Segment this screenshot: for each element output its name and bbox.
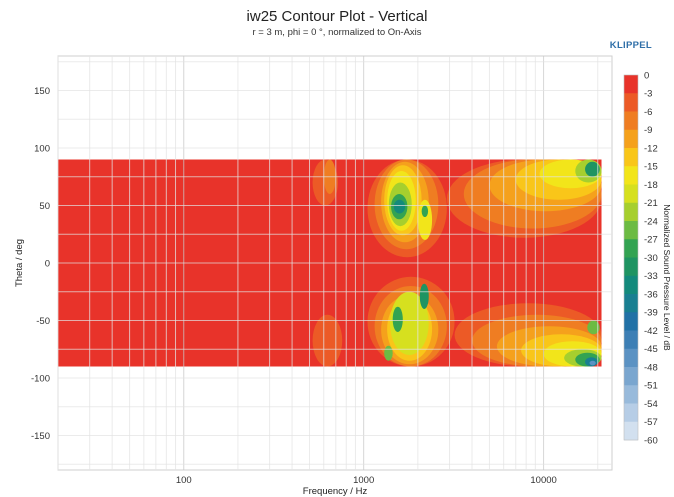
colorbar-band bbox=[624, 312, 638, 331]
colorbar-tick-label: -6 bbox=[644, 107, 652, 118]
colorbar-tick-label: -24 bbox=[644, 216, 658, 227]
contour-region bbox=[417, 199, 433, 240]
colorbar-tick-label: -39 bbox=[644, 308, 658, 319]
colorbar-band bbox=[624, 257, 638, 277]
colorbar-band bbox=[624, 129, 638, 149]
contour-region bbox=[389, 291, 429, 355]
colorbar-band bbox=[624, 239, 638, 258]
colorbar-band bbox=[624, 93, 638, 112]
colorbar-band bbox=[624, 330, 638, 350]
colorbar-band bbox=[624, 348, 638, 368]
colorbar-band bbox=[624, 202, 638, 222]
y-tick-label: 0 bbox=[45, 259, 50, 270]
y-tick-label: 100 bbox=[34, 144, 50, 155]
colorbar-tick-label: -18 bbox=[644, 180, 658, 191]
y-axis-label: Theta / deg bbox=[14, 239, 25, 287]
colorbar-band bbox=[624, 367, 638, 386]
colorbar-band bbox=[624, 385, 638, 404]
x-tick-label: 100 bbox=[176, 475, 192, 486]
contour-region bbox=[585, 161, 600, 177]
colorbar-tick-label: -42 bbox=[644, 326, 658, 337]
colorbar-tick-label: -48 bbox=[644, 362, 658, 373]
chart-title: iw25 Contour Plot - Vertical bbox=[246, 8, 428, 25]
colorbar-tick-label: -12 bbox=[644, 143, 658, 154]
colorbar-tick-label: -36 bbox=[644, 289, 658, 300]
contour-region bbox=[392, 306, 403, 332]
brand-logo: KLIPPEL bbox=[609, 40, 652, 51]
colorbar-tick-label: -21 bbox=[644, 198, 658, 209]
colorbar-band bbox=[624, 221, 638, 240]
contour-region bbox=[421, 205, 429, 217]
colorbar-tick-label: -45 bbox=[644, 344, 658, 355]
colorbar-tick-label: 0 bbox=[644, 70, 649, 81]
colorbar-band bbox=[624, 184, 638, 204]
colorbar-band bbox=[624, 294, 638, 313]
contour-region bbox=[384, 345, 393, 361]
x-axis-label: Frequency / Hz bbox=[303, 486, 368, 497]
colorbar-tick-label: -9 bbox=[644, 125, 652, 136]
colorbar-band bbox=[624, 403, 638, 423]
x-tick-label: 10000 bbox=[530, 475, 556, 486]
contour-region bbox=[587, 320, 600, 335]
colorbar-band bbox=[624, 421, 638, 441]
colorbar-frame bbox=[623, 74, 639, 441]
y-tick-label: 50 bbox=[39, 201, 50, 212]
colorbar-band bbox=[624, 148, 638, 167]
colorbar-band bbox=[624, 75, 638, 94]
colorbar-band bbox=[624, 275, 638, 295]
colorbar-band bbox=[624, 166, 638, 185]
y-tick-label: -100 bbox=[31, 374, 50, 385]
colorbar-label: Normalized Sound Pressure Level / dB bbox=[662, 204, 672, 351]
colorbar-band bbox=[624, 111, 638, 131]
chart-subtitle: r = 3 m, phi = 0 °, normalized to On-Axi… bbox=[252, 27, 422, 38]
y-tick-label: -50 bbox=[36, 316, 50, 327]
y-tick-label: 150 bbox=[34, 86, 50, 97]
y-tick-label: -150 bbox=[31, 431, 50, 442]
colorbar-tick-label: -30 bbox=[644, 253, 658, 264]
colorbar-tick-label: -33 bbox=[644, 271, 658, 282]
contour-region bbox=[312, 314, 343, 367]
colorbar-tick-label: -60 bbox=[644, 435, 658, 446]
colorbar-tick-label: -51 bbox=[644, 381, 658, 392]
colorbar-tick-label: -27 bbox=[644, 235, 658, 246]
contour-region bbox=[393, 199, 406, 214]
x-tick-label: 1000 bbox=[353, 475, 374, 486]
colorbar-tick-label: -57 bbox=[644, 417, 658, 428]
colorbar-tick-label: -15 bbox=[644, 162, 658, 173]
colorbar-tick-label: -54 bbox=[644, 399, 658, 410]
colorbar-tick-label: -3 bbox=[644, 89, 652, 100]
contour-region bbox=[419, 283, 429, 309]
contour-region bbox=[589, 360, 596, 366]
